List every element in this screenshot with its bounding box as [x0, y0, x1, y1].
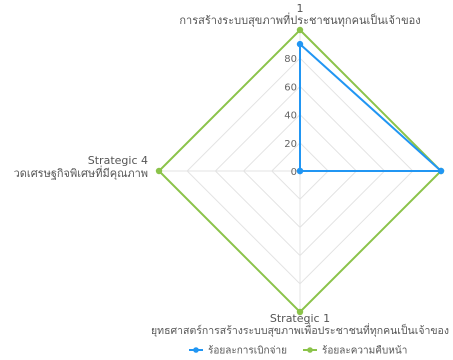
- tick-label: 80: [284, 54, 297, 65]
- data-point[interactable]: [155, 167, 163, 175]
- legend-item-progress[interactable]: ร้อยละความคืบหน้า: [303, 345, 407, 357]
- data-point[interactable]: [437, 167, 445, 175]
- legend-marker-progress: [307, 347, 313, 353]
- legend[interactable]: ร้อยละการเบิกจ่าย ร้อยละความคืบหน้า: [189, 345, 407, 357]
- data-point[interactable]: [296, 167, 304, 175]
- data-point[interactable]: [296, 308, 304, 316]
- axis-label-bottom-line2: ยุทธศาสตร์การสร้างระบบสุขภาพเพื่อประชาชน…: [151, 323, 449, 337]
- tick-label: 60: [284, 82, 297, 93]
- tick-label: 20: [284, 139, 297, 150]
- legend-label-progress: ร้อยละความคืบหน้า: [322, 345, 407, 357]
- axis-label-left-line2: วดเศรษฐกิจพิเศษที่มีคุณภาพ: [14, 165, 148, 180]
- radar-series: [155, 26, 445, 316]
- tick-label: 40: [284, 111, 297, 122]
- data-point[interactable]: [296, 26, 304, 34]
- legend-label-disbursement: ร้อยละการเบิกจ่าย: [208, 345, 287, 357]
- legend-marker-disbursement: [193, 347, 199, 353]
- series-line: [299, 41, 444, 172]
- radial-tick-labels: 0 20 40 60 80: [284, 54, 297, 178]
- tick-label: 0: [291, 167, 297, 178]
- axis-label-left-line1: Strategic 4: [88, 154, 148, 167]
- axis-label-top-line2: การสร้างระบบสุขภาพที่ประชาชนทุกคนเป็นเจ้…: [179, 12, 420, 27]
- data-point[interactable]: [296, 40, 304, 48]
- axis-label-top-line1: 1: [297, 2, 304, 15]
- axis-label-bottom-line1: Strategic 1: [270, 312, 330, 325]
- legend-item-disbursement[interactable]: ร้อยละการเบิกจ่าย: [189, 345, 287, 357]
